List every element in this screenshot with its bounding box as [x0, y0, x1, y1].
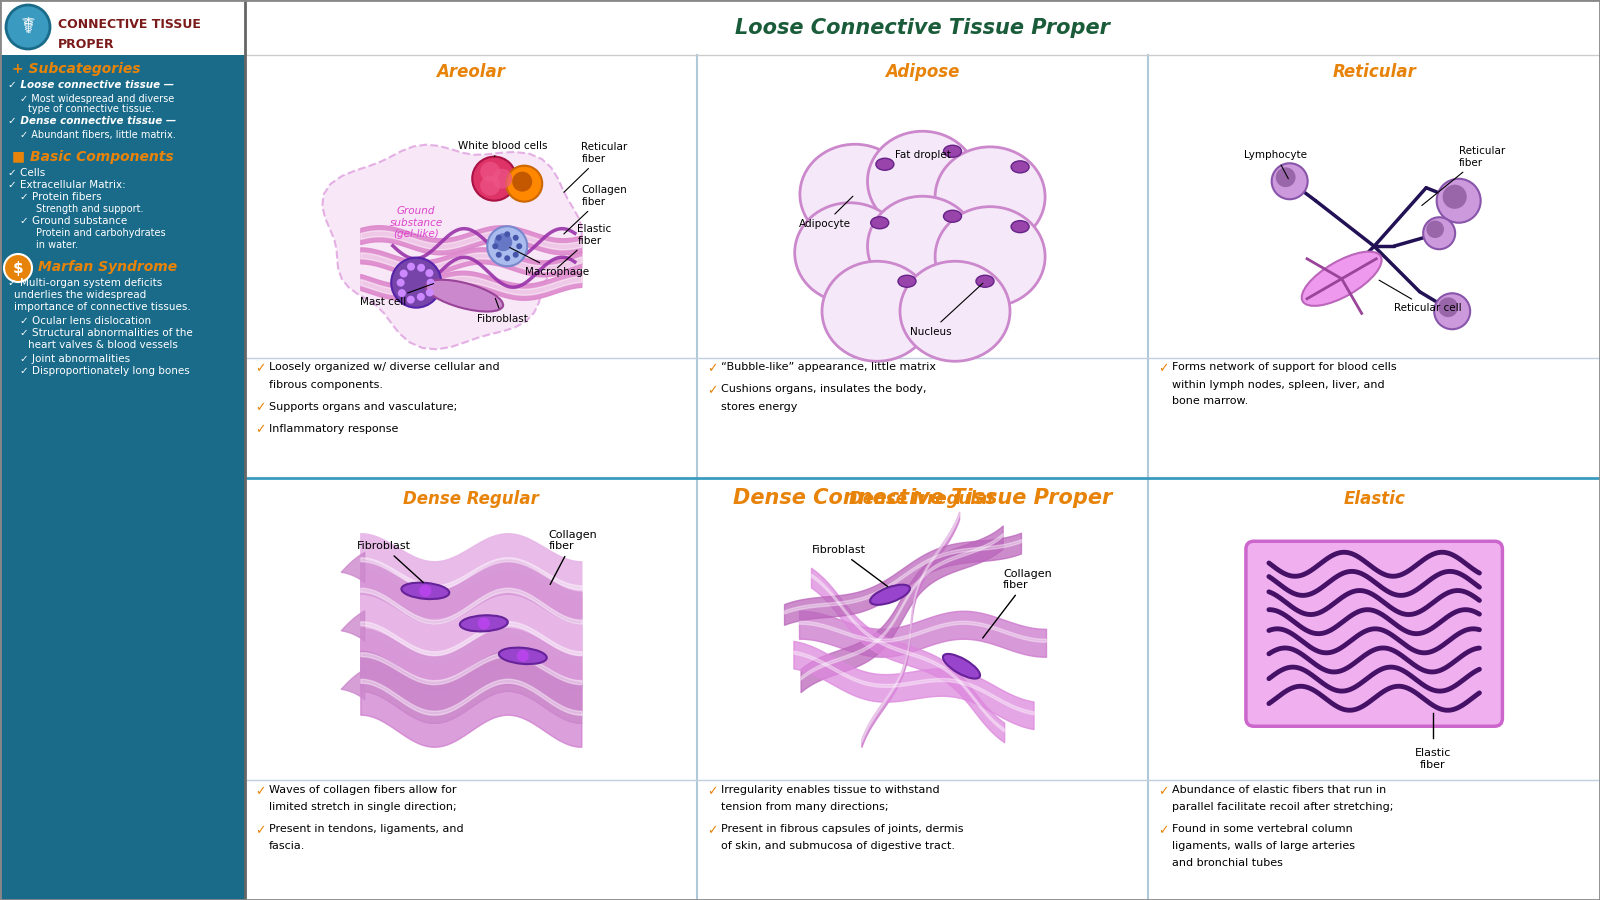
Text: ✓: ✓: [254, 363, 266, 375]
Text: Collagen
fiber: Collagen fiber: [982, 569, 1051, 638]
Circle shape: [493, 243, 498, 249]
Text: Adipose: Adipose: [885, 63, 960, 81]
Text: of skin, and submucosa of digestive tract.: of skin, and submucosa of digestive trac…: [720, 841, 955, 851]
Text: Loosely organized w/ diverse cellular and: Loosely organized w/ diverse cellular an…: [269, 363, 499, 373]
Ellipse shape: [402, 582, 450, 599]
Ellipse shape: [870, 217, 888, 229]
Circle shape: [1438, 297, 1458, 317]
FancyBboxPatch shape: [0, 0, 245, 55]
Circle shape: [504, 231, 510, 238]
Ellipse shape: [426, 280, 502, 311]
Circle shape: [1426, 220, 1443, 238]
Circle shape: [419, 585, 432, 597]
Text: Forms network of support for blood cells: Forms network of support for blood cells: [1173, 363, 1397, 373]
Circle shape: [1437, 179, 1480, 223]
Text: Elastic
fiber: Elastic fiber: [557, 224, 611, 268]
Text: Reticular: Reticular: [1333, 63, 1416, 81]
Text: Protein and carbohydrates: Protein and carbohydrates: [35, 228, 166, 238]
Circle shape: [494, 233, 512, 251]
Text: Fibroblast: Fibroblast: [813, 545, 888, 587]
Ellipse shape: [944, 145, 962, 158]
Text: Lymphocyte: Lymphocyte: [1245, 149, 1307, 179]
Text: fibrous components.: fibrous components.: [269, 380, 382, 390]
Circle shape: [424, 270, 432, 278]
Ellipse shape: [800, 144, 910, 244]
Circle shape: [472, 157, 517, 201]
FancyBboxPatch shape: [245, 55, 1600, 478]
Circle shape: [418, 264, 426, 272]
Ellipse shape: [867, 196, 978, 296]
Ellipse shape: [1302, 252, 1382, 306]
Text: Abundance of elastic fibers that run in: Abundance of elastic fibers that run in: [1173, 785, 1387, 795]
Text: ✓ Abundant fibers, little matrix.: ✓ Abundant fibers, little matrix.: [19, 130, 176, 140]
Text: ✓ Protein fibers: ✓ Protein fibers: [19, 192, 102, 202]
Text: Cushions organs, insulates the body,: Cushions organs, insulates the body,: [720, 384, 926, 394]
FancyBboxPatch shape: [1246, 541, 1502, 726]
Text: stores energy: stores energy: [720, 401, 797, 411]
Circle shape: [496, 252, 502, 257]
Text: ✓ Extracellular Matrix:: ✓ Extracellular Matrix:: [8, 180, 126, 190]
Text: ✓: ✓: [1158, 785, 1170, 798]
Circle shape: [478, 617, 490, 629]
Text: ✓: ✓: [1158, 824, 1170, 837]
Text: type of connective tissue.: type of connective tissue.: [29, 104, 154, 114]
Text: Loose Connective Tissue Proper: Loose Connective Tissue Proper: [734, 18, 1110, 38]
Text: Present in tendons, ligaments, and: Present in tendons, ligaments, and: [269, 824, 464, 834]
Text: Reticular
fiber: Reticular fiber: [563, 142, 627, 193]
Text: ✓ Loose connective tissue —: ✓ Loose connective tissue —: [8, 80, 174, 90]
Circle shape: [392, 257, 442, 308]
Text: “Bubble-like” appearance, little matrix: “Bubble-like” appearance, little matrix: [720, 363, 936, 373]
Circle shape: [504, 256, 510, 261]
Text: $: $: [13, 260, 24, 275]
Text: PROPER: PROPER: [58, 38, 115, 51]
Circle shape: [400, 269, 408, 277]
Text: in water.: in water.: [35, 240, 78, 250]
Text: Collagen
fiber: Collagen fiber: [549, 529, 597, 584]
Text: ✓: ✓: [254, 424, 266, 436]
FancyBboxPatch shape: [0, 55, 245, 900]
Circle shape: [418, 293, 426, 302]
Ellipse shape: [1011, 161, 1029, 173]
Text: ✓: ✓: [707, 384, 717, 398]
Text: ✓ Structural abnormalities of the: ✓ Structural abnormalities of the: [19, 328, 192, 338]
Circle shape: [493, 168, 512, 189]
Text: CONNECTIVE TISSUE: CONNECTIVE TISSUE: [58, 18, 202, 31]
Ellipse shape: [942, 654, 981, 679]
Text: ✓ Multi-organ system deficits: ✓ Multi-organ system deficits: [8, 278, 162, 288]
Text: Found in some vertebral column: Found in some vertebral column: [1173, 824, 1354, 834]
Circle shape: [506, 166, 542, 202]
Circle shape: [427, 279, 435, 286]
FancyBboxPatch shape: [245, 478, 1600, 900]
Text: Dense Irregular: Dense Irregular: [850, 490, 995, 508]
Text: ✓: ✓: [1158, 363, 1170, 375]
Circle shape: [408, 265, 416, 273]
Ellipse shape: [901, 261, 1010, 361]
Text: Waves of collagen fibers allow for: Waves of collagen fibers allow for: [269, 785, 456, 795]
Ellipse shape: [870, 585, 910, 605]
Text: Elastic: Elastic: [1344, 490, 1405, 508]
Circle shape: [512, 252, 518, 257]
Text: tension from many directions;: tension from many directions;: [720, 802, 888, 812]
Circle shape: [512, 172, 533, 192]
Text: Elastic
fiber: Elastic fiber: [1414, 748, 1451, 770]
Text: Strength and support.: Strength and support.: [35, 204, 144, 214]
Text: fascia.: fascia.: [269, 841, 306, 851]
Ellipse shape: [1011, 220, 1029, 232]
Text: Reticular cell: Reticular cell: [1379, 280, 1461, 313]
Text: Dense Regular: Dense Regular: [403, 490, 539, 508]
Ellipse shape: [944, 211, 962, 222]
Text: ✓ Cells: ✓ Cells: [8, 168, 45, 178]
Text: ✓: ✓: [254, 824, 266, 837]
Text: Macrophage: Macrophage: [510, 248, 589, 277]
Circle shape: [400, 288, 408, 296]
Ellipse shape: [867, 131, 978, 231]
Circle shape: [517, 243, 522, 249]
Text: ✓ Ocular lens dislocation: ✓ Ocular lens dislocation: [19, 316, 150, 326]
Ellipse shape: [459, 616, 507, 632]
Ellipse shape: [934, 147, 1045, 247]
Circle shape: [480, 162, 501, 182]
Circle shape: [1422, 217, 1454, 249]
Text: Dense Connective Tissue Proper: Dense Connective Tissue Proper: [733, 488, 1112, 508]
Circle shape: [496, 235, 502, 241]
